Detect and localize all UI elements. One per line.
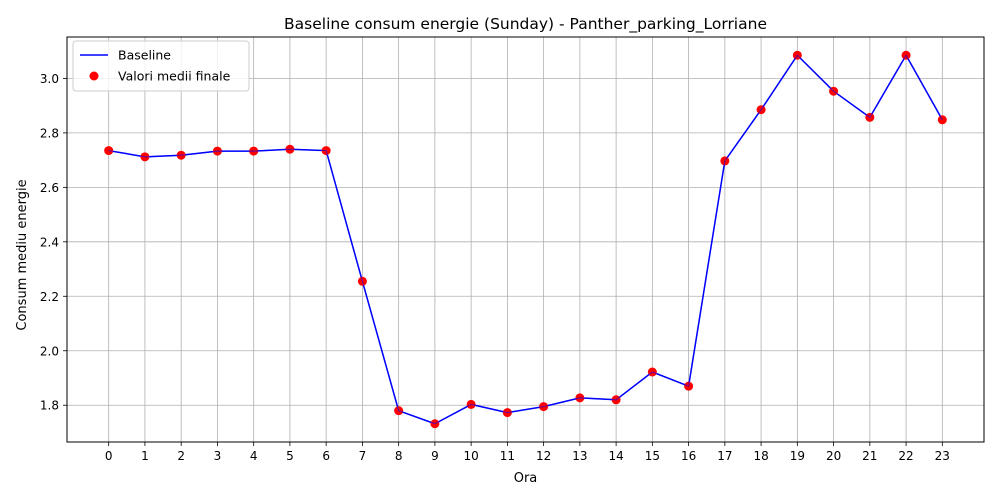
series-layer	[104, 50, 947, 429]
x-axis-ticks: 0 1 2 3 4 5 6 7 8 9 10 11 12 13 14 15 16 17 18 19 20 21 22 23	[105, 442, 950, 463]
x-axis-label: Ora	[514, 471, 538, 486]
x-tick-label: 18	[753, 449, 768, 463]
legend-dot-swatch	[89, 71, 99, 81]
x-tick-label: 23	[935, 449, 950, 463]
x-tick-label: 19	[790, 449, 805, 463]
grid	[67, 37, 984, 442]
x-tick-label: 4	[250, 449, 258, 463]
x-tick-label: 8	[395, 449, 403, 463]
y-axis-label: Consum mediu energie	[15, 179, 30, 330]
x-tick-label: 9	[431, 449, 439, 463]
x-tick-label: 5	[286, 449, 294, 463]
x-tick-label: 17	[717, 449, 732, 463]
chart-title: Baseline consum energie (Sunday) - Panth…	[284, 15, 767, 34]
y-tick-label: 2.6	[40, 181, 59, 195]
x-tick-label: 6	[322, 449, 330, 463]
y-tick-label: 3.0	[40, 72, 59, 86]
legend-label-baseline: Baseline	[118, 48, 171, 63]
x-tick-label: 7	[359, 449, 367, 463]
y-axis-ticks: 1.8 2.0 2.2 2.4 2.6 2.8 3.0	[40, 72, 67, 413]
legend: Baseline Valori medii finale	[72, 40, 250, 92]
x-tick-label: 11	[500, 449, 515, 463]
plot-frame	[66, 36, 985, 443]
y-tick-label: 2.2	[40, 290, 59, 304]
x-tick-label: 20	[826, 449, 841, 463]
x-tick-label: 22	[898, 449, 913, 463]
x-tick-label: 16	[681, 449, 696, 463]
series-line-overlay	[108, 54, 943, 425]
y-tick-label: 2.8	[40, 126, 59, 140]
y-tick-label: 2.4	[40, 235, 59, 249]
y-tick-label: 2.0	[40, 344, 59, 358]
x-tick-label: 12	[536, 449, 551, 463]
x-tick-label: 0	[105, 449, 113, 463]
legend-box	[72, 40, 250, 92]
x-tick-label: 21	[862, 449, 877, 463]
x-tick-label: 2	[177, 449, 185, 463]
x-tick-label: 3	[214, 449, 222, 463]
legend-label-valori: Valori medii finale	[118, 69, 231, 84]
x-tick-label: 15	[645, 449, 660, 463]
x-tick-label: 13	[572, 449, 587, 463]
x-tick-label: 1	[141, 449, 149, 463]
x-tick-label: 10	[463, 449, 478, 463]
y-tick-label: 1.8	[40, 399, 59, 413]
x-tick-label: 14	[608, 449, 623, 463]
